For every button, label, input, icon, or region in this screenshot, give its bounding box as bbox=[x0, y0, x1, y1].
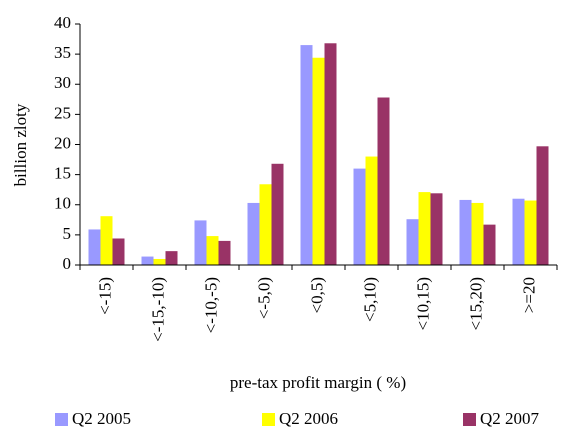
bar bbox=[377, 97, 390, 265]
y-tick-label: 20 bbox=[54, 133, 71, 152]
bar bbox=[247, 202, 260, 265]
bar bbox=[218, 240, 231, 265]
bar bbox=[194, 220, 207, 265]
bar bbox=[141, 256, 154, 265]
legend-label: Q2 2006 bbox=[279, 409, 338, 428]
bar bbox=[524, 200, 537, 265]
bar bbox=[312, 57, 325, 265]
bar bbox=[483, 224, 496, 265]
bar bbox=[406, 219, 419, 265]
x-axis-label: pre-tax profit margin ( %) bbox=[230, 373, 406, 392]
bar bbox=[471, 202, 484, 265]
bar bbox=[300, 45, 313, 266]
legend-swatch bbox=[262, 413, 275, 426]
x-tick-label: <15,20) bbox=[466, 277, 485, 331]
y-tick-label: 5 bbox=[63, 224, 72, 243]
bar bbox=[271, 163, 284, 265]
bar bbox=[353, 168, 366, 265]
bar bbox=[100, 216, 113, 265]
y-tick-label: 15 bbox=[54, 164, 71, 183]
x-tick-label: >=20 bbox=[519, 277, 538, 313]
y-axis-label: billion zloty bbox=[11, 103, 30, 186]
x-tick-label: <-10,-5) bbox=[201, 277, 220, 333]
bar bbox=[153, 258, 166, 265]
y-tick-label: 35 bbox=[54, 43, 71, 62]
bar bbox=[536, 146, 549, 265]
x-tick-label: <-15,-10) bbox=[148, 277, 167, 342]
x-tick-label: <-15) bbox=[95, 277, 114, 315]
bar bbox=[165, 251, 178, 265]
legend-label: Q2 2007 bbox=[480, 409, 540, 428]
bar bbox=[430, 193, 443, 265]
y-tick-label: 25 bbox=[54, 103, 71, 122]
bar bbox=[88, 229, 101, 265]
y-tick-label: 40 bbox=[54, 13, 71, 32]
bar bbox=[418, 192, 431, 265]
bar bbox=[112, 238, 125, 265]
y-tick-label: 0 bbox=[63, 254, 72, 273]
bar bbox=[459, 199, 472, 265]
x-tick-label: <0,5) bbox=[307, 277, 326, 314]
x-tick-label: <5,10) bbox=[360, 277, 379, 322]
legend-swatch bbox=[55, 413, 68, 426]
bar bbox=[259, 184, 272, 265]
bar bbox=[512, 198, 525, 265]
y-tick-label: 10 bbox=[54, 194, 71, 213]
bar bbox=[324, 43, 337, 265]
legend-swatch bbox=[463, 413, 476, 426]
bar bbox=[206, 236, 219, 265]
y-tick-label: 30 bbox=[54, 73, 71, 92]
x-tick-label: <10,15) bbox=[413, 277, 432, 331]
legend-label: Q2 2005 bbox=[72, 409, 131, 428]
x-tick-label: <-5,0) bbox=[254, 277, 273, 319]
bar bbox=[365, 156, 378, 265]
